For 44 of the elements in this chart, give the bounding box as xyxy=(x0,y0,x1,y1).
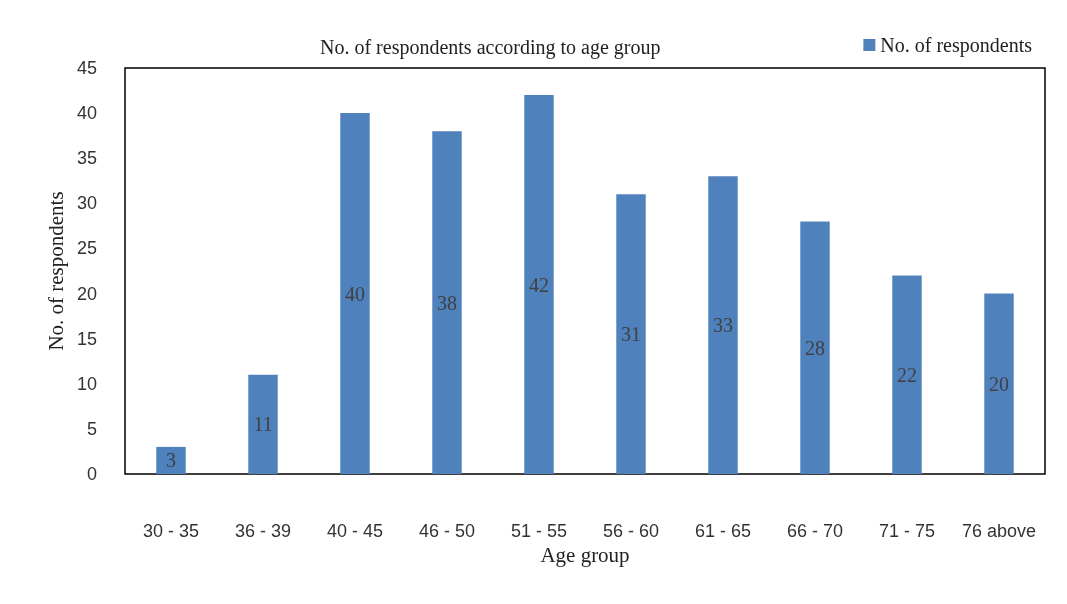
data-label: 3 xyxy=(166,449,176,472)
x-tick-label: 66 - 70 xyxy=(786,521,844,541)
x-tick-label: 46 - 50 xyxy=(418,521,476,541)
bar xyxy=(800,221,830,474)
y-tick-label: 15 xyxy=(76,328,97,349)
chart-title: No. of respondents according to age group xyxy=(320,36,661,59)
y-tick-label: 20 xyxy=(76,283,97,304)
y-tick-label: 0 xyxy=(86,464,97,484)
data-label: 42 xyxy=(529,273,549,296)
y-tick-label: 25 xyxy=(76,238,97,259)
y-tick-label: 30 xyxy=(76,193,97,214)
x-tick-label: 30 - 35 xyxy=(142,521,200,541)
x-tick-label: 36 - 39 xyxy=(234,521,292,541)
x-tick-label: 61 - 65 xyxy=(694,521,752,541)
legend-label: No. of respondents xyxy=(880,34,1033,57)
y-tick-label: 40 xyxy=(76,103,97,124)
data-label: 31 xyxy=(621,323,641,346)
bar xyxy=(892,275,922,474)
y-tick-label: 5 xyxy=(86,418,97,439)
bar xyxy=(340,113,370,474)
bar xyxy=(432,131,462,474)
x-tick-label: 56 - 60 xyxy=(602,521,660,541)
bar xyxy=(248,374,278,474)
bar xyxy=(708,176,738,474)
bar xyxy=(156,446,186,474)
x-tick-label: 40 - 45 xyxy=(326,521,384,541)
x-tick-label: 51 - 55 xyxy=(510,521,568,541)
x-tick-label: 71 - 75 xyxy=(878,521,936,541)
y-tick-label: 10 xyxy=(76,373,97,394)
bar xyxy=(524,95,554,474)
x-tick-label: 76 above xyxy=(961,521,1037,541)
data-label: 28 xyxy=(805,336,825,359)
y-tick-label: 35 xyxy=(76,148,97,169)
data-label: 11 xyxy=(253,413,273,436)
data-label: 38 xyxy=(437,291,457,314)
data-label: 20 xyxy=(989,372,1009,395)
y-axis-title: No. of respondents xyxy=(43,191,68,351)
x-axis-title: Age group xyxy=(540,543,630,568)
data-label: 33 xyxy=(713,314,733,337)
data-label: 40 xyxy=(345,282,365,305)
bar xyxy=(984,293,1014,474)
y-tick-label: 45 xyxy=(76,58,97,78)
data-label: 22 xyxy=(897,363,917,386)
bar xyxy=(616,194,646,474)
